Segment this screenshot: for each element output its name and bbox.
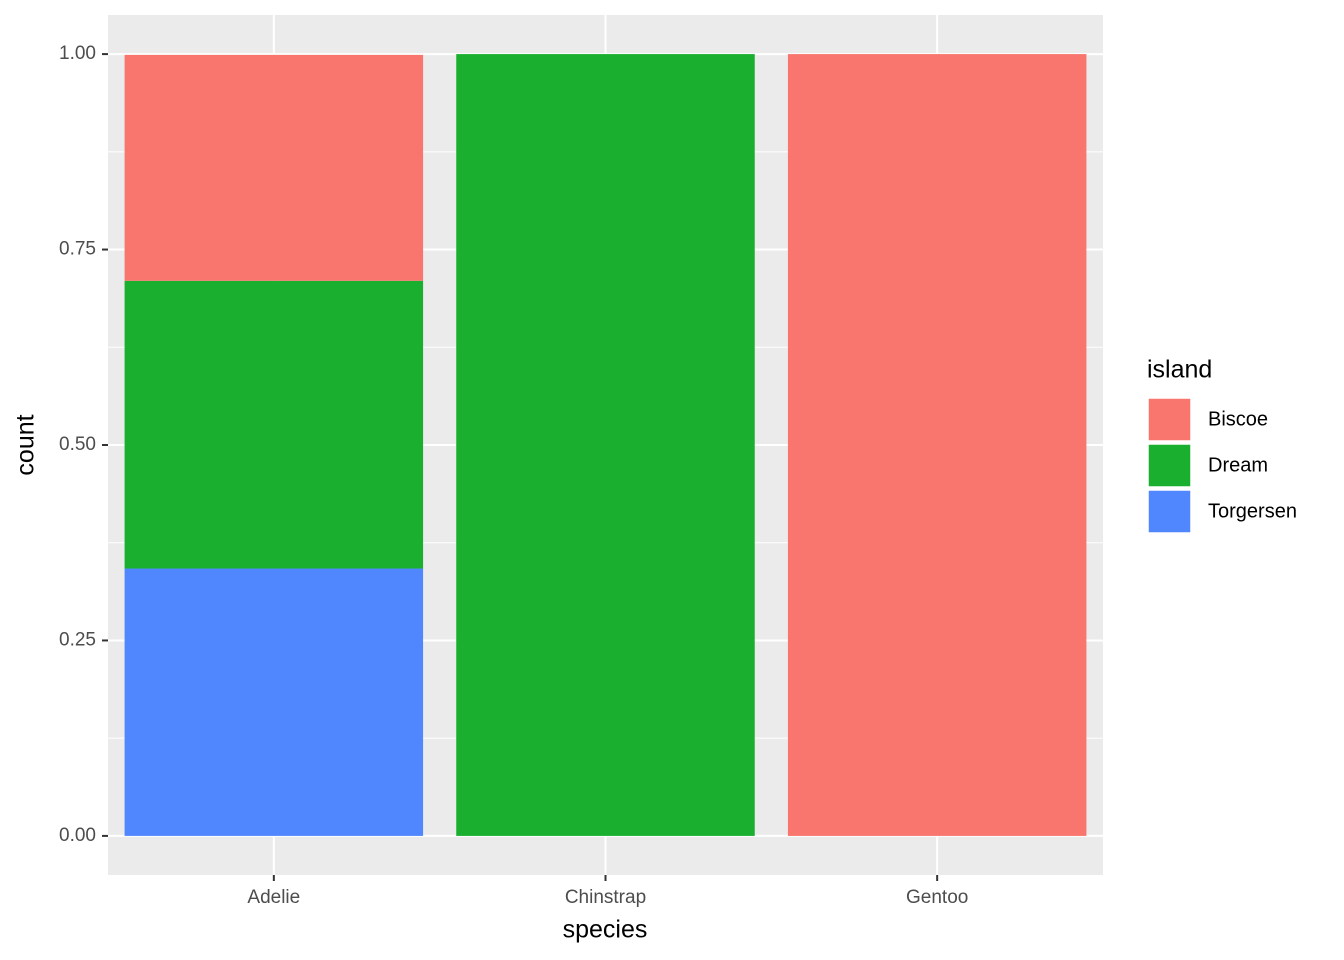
- x-tick-label: Gentoo: [906, 887, 968, 908]
- y-tick-label: 0.00: [59, 825, 96, 846]
- y-tick-label: 1.00: [59, 43, 96, 64]
- bars: [124, 54, 1087, 836]
- bar-segment: [456, 54, 755, 836]
- x-tick-label: Adelie: [247, 887, 300, 908]
- legend-key: [1147, 489, 1192, 534]
- bar-segment: [787, 54, 1087, 836]
- legend-key: [1147, 397, 1192, 442]
- legend-key: [1147, 443, 1192, 488]
- y-axis-title: count: [12, 414, 40, 475]
- legend-label: Dream: [1208, 454, 1268, 476]
- bar-segment: [124, 568, 424, 836]
- legend-label: Biscoe: [1208, 408, 1268, 430]
- bar-segment: [124, 54, 424, 281]
- x-tick-label: Chinstrap: [565, 887, 646, 908]
- y-tick-label: 0.75: [59, 239, 96, 260]
- y-tick-label: 0.50: [59, 434, 96, 455]
- bar-segment: [124, 280, 424, 569]
- x-axis-title: species: [563, 916, 648, 944]
- legend-title: island: [1147, 356, 1212, 384]
- legend-label: Torgersen: [1208, 500, 1297, 522]
- y-tick-label: 0.25: [59, 629, 96, 650]
